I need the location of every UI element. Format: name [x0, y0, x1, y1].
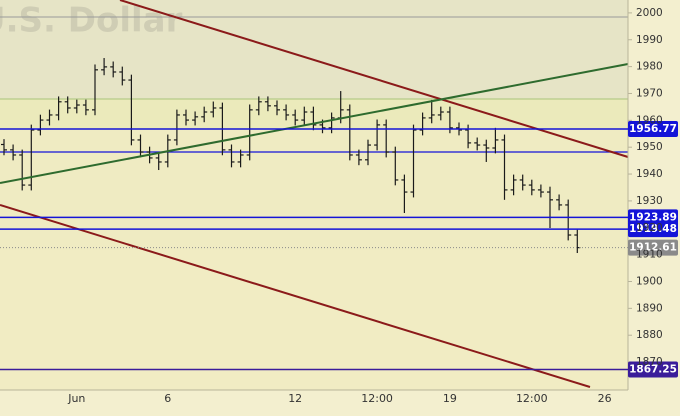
grid — [628, 12, 632, 363]
y-tick-label: 1950 — [636, 141, 663, 153]
price-badge — [628, 221, 678, 238]
y-tick-label: 1930 — [636, 195, 663, 207]
price-label: 1912.61 — [629, 242, 677, 254]
y-tick-label: 1970 — [636, 87, 663, 99]
y-tick-label: 1940 — [636, 168, 663, 180]
price-label: 1923.89 — [629, 211, 677, 223]
y-tick-label: 1890 — [636, 302, 663, 314]
price-badge — [628, 361, 678, 378]
y-tick-label: 1920 — [636, 222, 663, 234]
price-badge — [628, 121, 678, 138]
trend-line — [0, 63, 629, 184]
price-badge — [628, 239, 678, 256]
x-tick-label: 19 — [443, 392, 457, 405]
price-label: 1867.25 — [629, 363, 677, 375]
y-tick-label: 1880 — [636, 329, 663, 341]
x-tick-label: 12:00 — [361, 392, 393, 405]
price-label: 1956.77 — [629, 123, 677, 135]
y-tick-label: 1910 — [636, 249, 663, 261]
trend-line — [119, 0, 629, 158]
y-tick-label: 1960 — [636, 114, 663, 126]
y-tick-label: 1990 — [636, 34, 663, 46]
x-tick-label: 12 — [288, 392, 302, 405]
trend-line — [0, 204, 591, 388]
y-tick-label: 1870 — [636, 356, 663, 368]
y-tick-label: 2000 — [636, 7, 663, 19]
x-tick-label: Jun — [67, 392, 85, 405]
x-tick-label: 12:00 — [516, 392, 548, 405]
x-tick-label: 6 — [164, 392, 171, 405]
watermark: U.S. Dollar — [0, 1, 183, 41]
y-tick-label: 1980 — [636, 61, 663, 73]
x-tick-label: 26 — [598, 392, 612, 405]
price-label: 1919.48 — [629, 223, 677, 235]
y-tick-label: 1900 — [636, 275, 663, 287]
